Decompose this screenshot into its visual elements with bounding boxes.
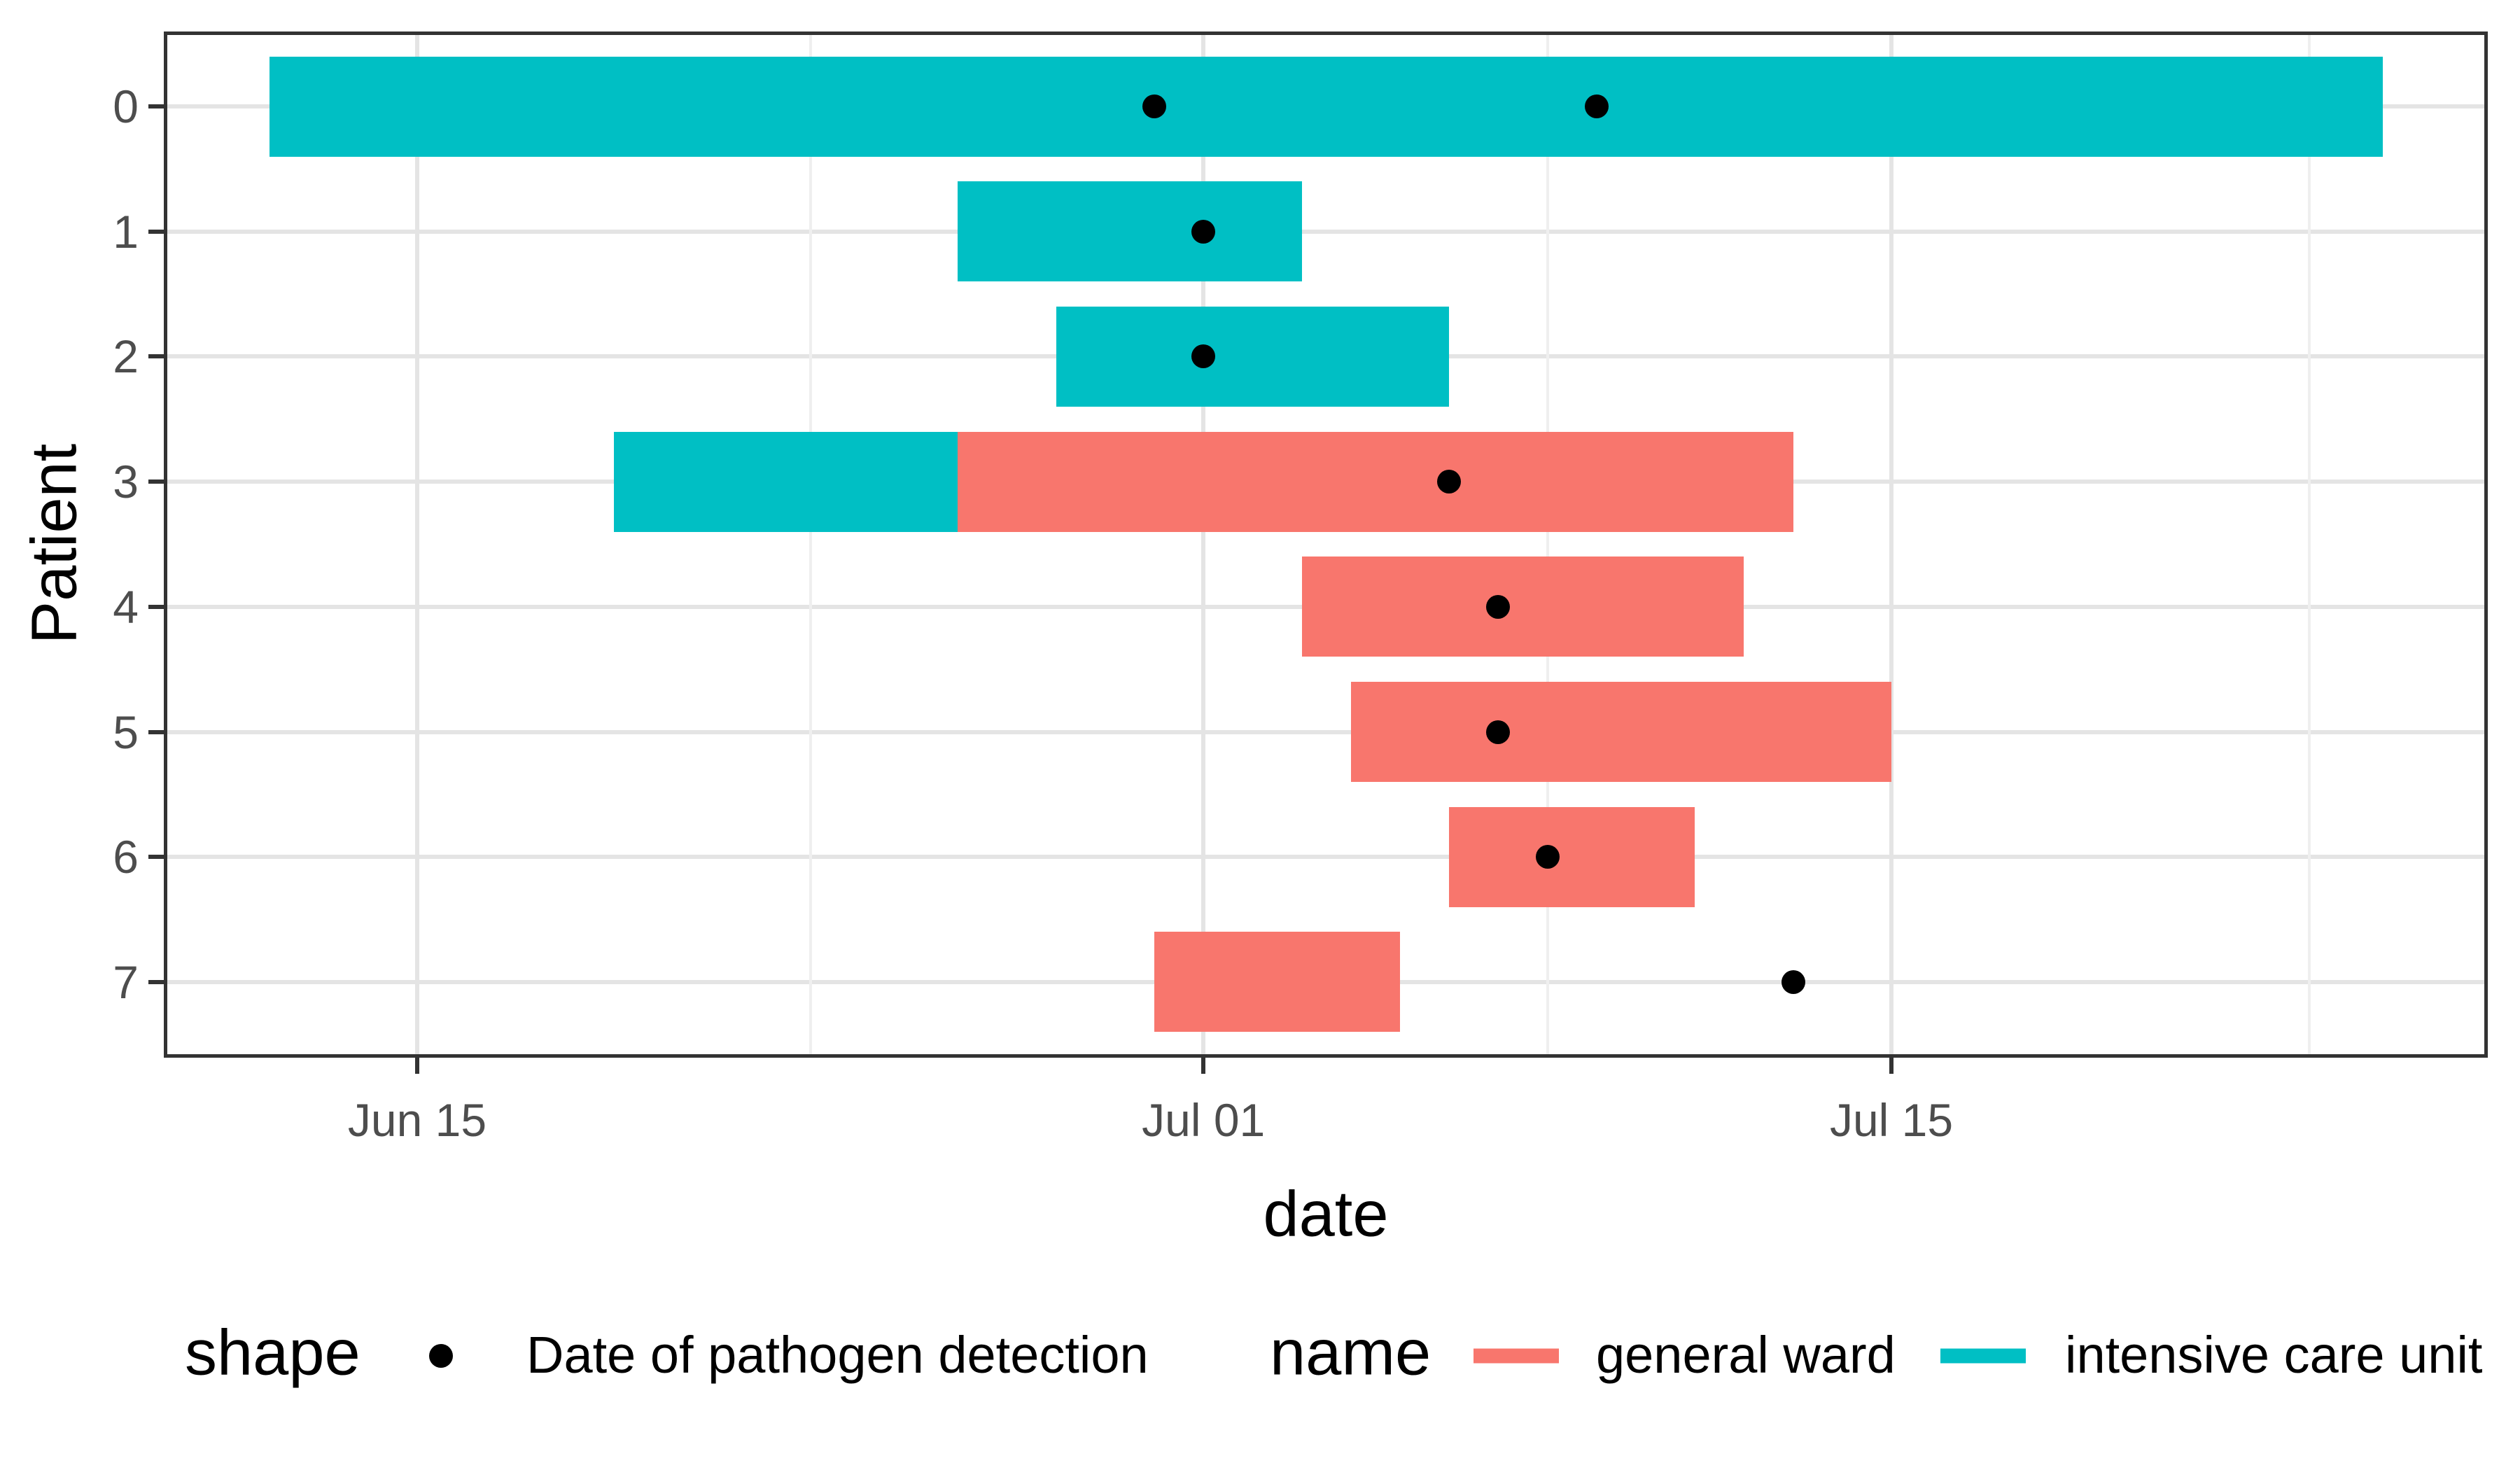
legend-shape-title: shape: [185, 1317, 360, 1389]
stay-bar-patient-3-general-ward: [958, 431, 1793, 532]
y-tick-label: 0: [113, 80, 139, 132]
x-axis-title: date: [1263, 1178, 1389, 1250]
gridline-x-minor: [1546, 33, 1549, 1056]
gridline-x-major: [415, 33, 419, 1056]
legend-general-ward-label: general ward: [1596, 1325, 1896, 1384]
y-axis-tick-mark: [148, 855, 165, 860]
plot-panel-border: [164, 31, 2488, 1058]
stay-bar-patient-5-general-ward: [1350, 682, 1891, 783]
detection-dot-patient-0: [1142, 94, 1166, 118]
stay-bar-patient-0-icu: [270, 56, 2383, 157]
x-tick-label: Jul 01: [1142, 1094, 1266, 1146]
detection-dot-patient-1: [1191, 219, 1216, 244]
detection-dot-patient-7: [1781, 969, 1805, 994]
y-axis-title: Patient: [18, 443, 90, 645]
x-tick-label: Jun 15: [347, 1094, 487, 1146]
gridline-x-minor: [808, 33, 812, 1056]
y-axis-tick-mark: [148, 479, 165, 484]
detection-dot-patient-4: [1486, 594, 1511, 619]
detection-dot-patient-3: [1437, 470, 1462, 494]
stay-bar-patient-2-icu: [1056, 306, 1450, 407]
gridline-y-major: [165, 729, 2486, 734]
x-tick-label: Jul 15: [1829, 1094, 1954, 1146]
legend-icu-key-icon: [1940, 1348, 2026, 1364]
y-axis-tick-mark: [148, 229, 165, 234]
gridline-x-minor: [2307, 33, 2311, 1056]
y-axis-tick-mark: [148, 104, 165, 108]
gridline-x-major: [1889, 33, 1893, 1056]
gridline-x-major: [1201, 33, 1206, 1056]
y-tick-label: 1: [113, 205, 139, 258]
gridline-y-major: [165, 229, 2486, 234]
y-tick-label: 7: [113, 955, 139, 1008]
gridline-y-major: [165, 855, 2486, 860]
detection-dot-patient-5: [1486, 720, 1511, 744]
stay-bar-patient-3-icu: [613, 431, 958, 532]
y-axis-tick-mark: [148, 604, 165, 609]
stay-bar-patient-1-icu: [958, 181, 1302, 282]
y-tick-label: 5: [113, 706, 139, 758]
x-axis-tick-mark: [415, 1056, 419, 1074]
y-tick-label: 2: [113, 330, 139, 383]
detection-dot-patient-2: [1191, 344, 1216, 369]
y-axis-tick-mark: [148, 354, 165, 359]
detection-dot-patient-6: [1535, 845, 1560, 869]
stay-bar-patient-7-general-ward: [1154, 932, 1400, 1032]
y-tick-label: 4: [113, 580, 139, 633]
x-axis-tick-mark: [1201, 1056, 1206, 1074]
y-axis-tick-mark: [148, 979, 165, 984]
legend-icu-label: intensive care unit: [2065, 1325, 2483, 1384]
legend-general-ward-key-icon: [1474, 1348, 1559, 1364]
x-axis-tick-mark: [1889, 1056, 1893, 1074]
stay-bar-patient-6-general-ward: [1449, 806, 1695, 907]
stay-bar-patient-4-general-ward: [1301, 556, 1744, 657]
y-tick-label: 3: [113, 456, 139, 508]
y-axis-tick-mark: [148, 729, 165, 734]
legend-shape-item-label: Date of pathogen detection: [526, 1325, 1149, 1384]
y-tick-label: 6: [113, 831, 139, 883]
legend-point-key-icon: [429, 1344, 453, 1368]
legend-name-title: name: [1270, 1317, 1432, 1389]
detection-dot-patient-0: [1584, 94, 1609, 118]
